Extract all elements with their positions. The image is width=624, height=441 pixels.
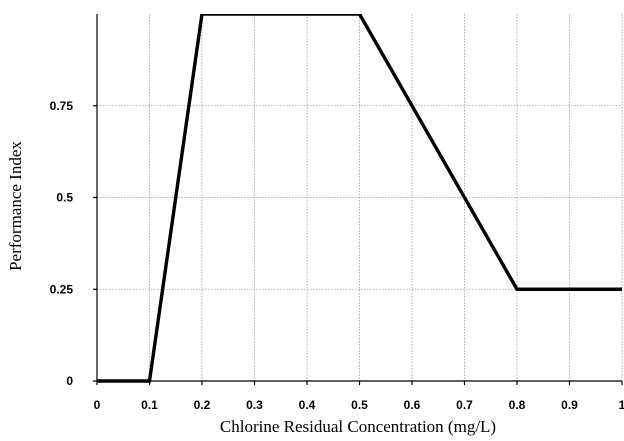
- series-line: [97, 14, 622, 383]
- y-tick-label: 0.75: [50, 99, 74, 113]
- y-tick-label: 0.5: [56, 191, 73, 205]
- tick-labels: 0 0.1 0.2 0.3 0.4 0.5 0.6 0.7 0.8 0.9 1 0 0.25 0.5 0.7…: [50, 99, 624, 412]
- x-tick-label: 0.6: [404, 398, 421, 412]
- x-axis-label: Chlorine Residual Concentration (mg/L): [220, 417, 496, 436]
- x-tick-label: 0.7: [456, 398, 473, 412]
- x-tick-label: 0.1: [141, 398, 158, 412]
- x-tick-label: 0.4: [299, 398, 316, 412]
- plot-area: [97, 14, 622, 383]
- x-tick-label: 0: [94, 398, 101, 412]
- x-tick-label: 0.5: [351, 398, 368, 412]
- y-axis-label: Performance Index: [6, 141, 25, 271]
- x-tick-label: 0.2: [194, 398, 211, 412]
- x-tick-label: 1: [619, 398, 624, 412]
- x-tick-label: 0.3: [246, 398, 263, 412]
- x-tick-label: 0.8: [509, 398, 526, 412]
- y-tick-label: 0: [66, 374, 73, 388]
- x-tick-label: 0.9: [561, 398, 578, 412]
- y-tick-label: 0.25: [50, 282, 74, 296]
- axes: [93, 14, 623, 385]
